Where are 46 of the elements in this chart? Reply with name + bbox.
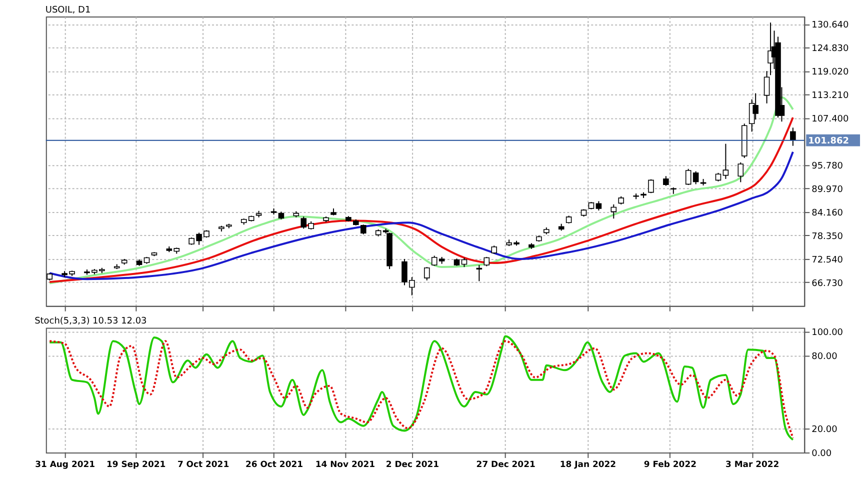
y-tick-label: 130.640 — [812, 20, 850, 31]
candlestick — [738, 162, 744, 183]
candlestick — [685, 168, 692, 186]
candlestick — [360, 224, 366, 235]
line-series — [48, 150, 794, 280]
y-tick-label: 95.780 — [812, 161, 844, 172]
y-tick-label: 78.350 — [812, 232, 844, 242]
candlestick — [790, 127, 796, 146]
candlestick — [431, 255, 438, 266]
candlestick — [692, 170, 699, 185]
x-tick-label: 9 Feb 2022 — [644, 458, 697, 469]
candlestick — [752, 92, 758, 120]
candlestick — [648, 178, 654, 194]
candlestick — [596, 200, 602, 211]
ref-line-label: 101.862 — [808, 136, 849, 146]
x-tick-label: 2 Dec 2021 — [386, 458, 440, 469]
y-tick-label: 84.160 — [812, 208, 844, 218]
chart-title: Stoch(5,3,3) 10.53 12.03 — [34, 316, 147, 326]
candlestick — [461, 257, 468, 268]
x-tick-label: 7 Oct 2021 — [177, 458, 230, 469]
x-tick-label: 3 Mar 2022 — [726, 458, 780, 469]
candlestick — [722, 143, 729, 180]
x-tick-label: 19 Sep 2021 — [106, 458, 166, 469]
y-tick-label: 20.00 — [812, 424, 838, 435]
y-tick-label: 107.400 — [812, 114, 850, 124]
x-tick-label: 31 Aug 2021 — [35, 458, 96, 469]
y-tick-label: 100.00 — [812, 328, 844, 338]
candlestick — [764, 70, 770, 104]
y-tick-label: 124.830 — [812, 44, 850, 54]
y-tick-label: 119.020 — [812, 67, 850, 78]
candlestick — [476, 264, 482, 282]
x-tick-label: 18 Jan 2022 — [560, 458, 616, 469]
x-tick-label: 26 Oct 2021 — [245, 458, 304, 469]
y-tick-label: 0.00 — [812, 448, 832, 459]
chart-title: USOIL, D1 — [45, 6, 91, 16]
y-tick-label: 113.210 — [812, 90, 850, 101]
candlestick — [424, 266, 430, 281]
candlestick — [484, 256, 490, 267]
candlestick — [663, 176, 669, 186]
y-tick-label: 66.730 — [812, 278, 844, 289]
x-tick-label: 14 Nov 2021 — [315, 458, 376, 469]
y-tick-label: 89.970 — [812, 184, 844, 195]
candlestick — [610, 204, 617, 220]
x-tick-label: 27 Dec 2021 — [476, 458, 536, 469]
y-tick-label: 72.540 — [812, 255, 844, 266]
y-tick-label: 80.00 — [812, 352, 838, 362]
